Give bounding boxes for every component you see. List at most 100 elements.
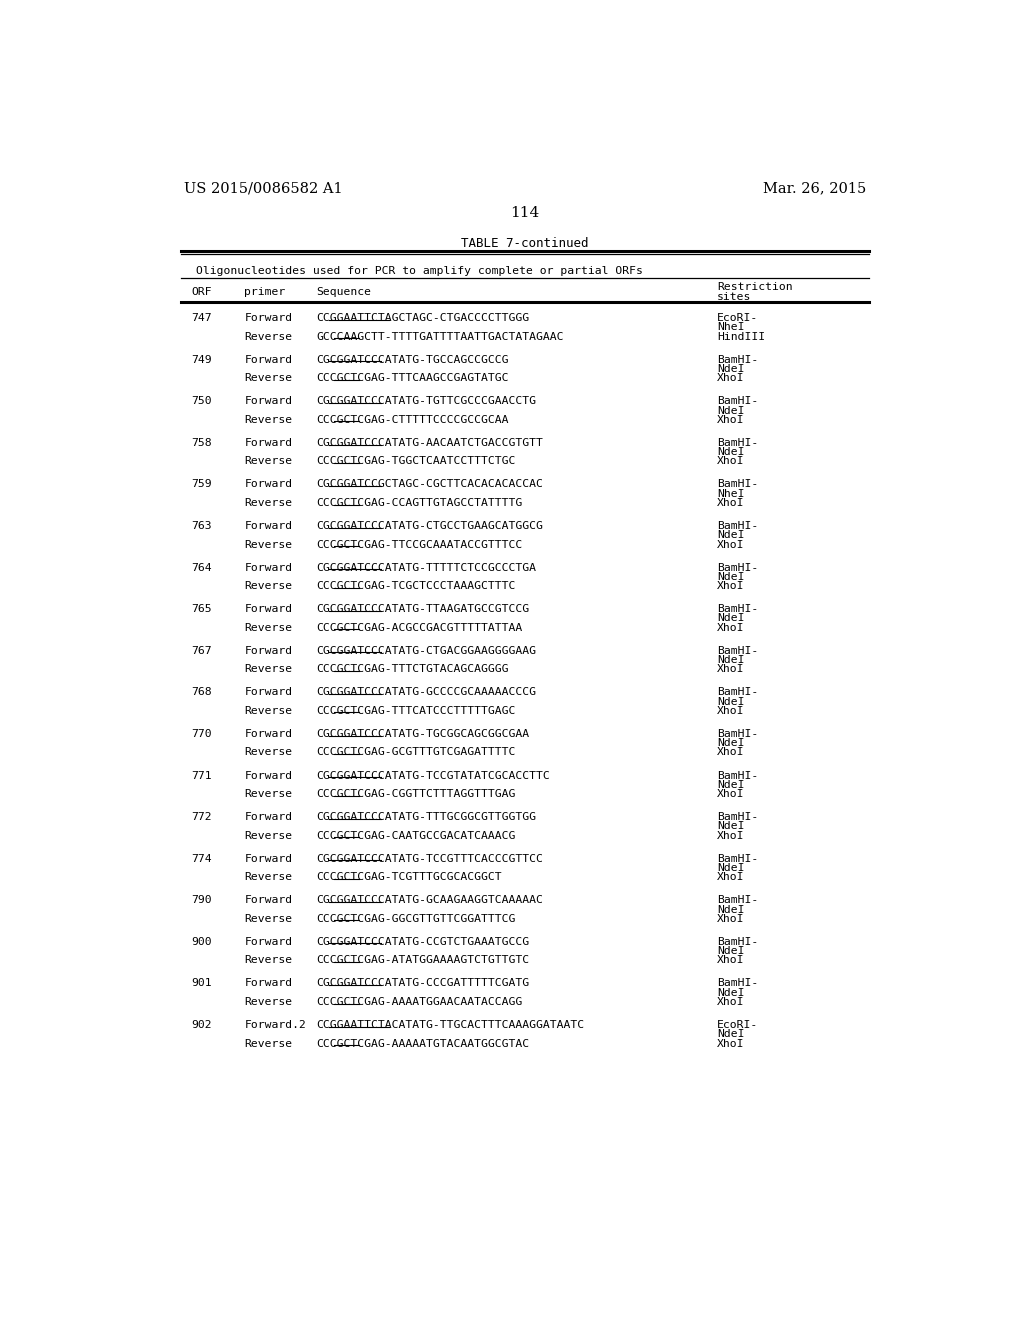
Text: 900: 900 bbox=[191, 937, 212, 946]
Text: CCCGCTCGAG-CGGTTCTTTAGGTTTGAG: CCCGCTCGAG-CGGTTCTTTAGGTTTGAG bbox=[316, 789, 516, 799]
Text: Reverse: Reverse bbox=[245, 956, 293, 965]
Text: 759: 759 bbox=[191, 479, 212, 490]
Text: XhoI: XhoI bbox=[717, 498, 744, 508]
Text: NdeI: NdeI bbox=[717, 614, 744, 623]
Text: NdeI: NdeI bbox=[717, 863, 744, 873]
Text: Reverse: Reverse bbox=[245, 664, 293, 675]
Text: NdeI: NdeI bbox=[717, 904, 744, 915]
Text: CGCGGATCCCATATG-TGTTCGCCCGAACCTG: CGCGGATCCCATATG-TGTTCGCCCGAACCTG bbox=[316, 396, 537, 407]
Text: CCCGCTCGAG-TCGCTCCCTAAAGCTTTC: CCCGCTCGAG-TCGCTCCCTAAAGCTTTC bbox=[316, 581, 516, 591]
Text: 901: 901 bbox=[191, 978, 212, 989]
Text: CCCGCTCGAG-ATATGGAAAAGTCTGTTGTC: CCCGCTCGAG-ATATGGAAAAGTCTGTTGTC bbox=[316, 956, 529, 965]
Text: CCCGCTCGAG-CTTTTTCCCCGCCGCAA: CCCGCTCGAG-CTTTTTCCCCGCCGCAA bbox=[316, 414, 509, 425]
Text: 763: 763 bbox=[191, 521, 212, 531]
Text: CGCGGATCCCATATG-GCAAGAAGGTCAAAAAC: CGCGGATCCCATATG-GCAAGAAGGTCAAAAAC bbox=[316, 895, 543, 906]
Text: 764: 764 bbox=[191, 562, 212, 573]
Text: XhoI: XhoI bbox=[717, 706, 744, 715]
Text: CCCGCTCGAG-TTCCGCAAATACCGTTTCC: CCCGCTCGAG-TTCCGCAAATACCGTTTCC bbox=[316, 540, 522, 549]
Text: BamHI-: BamHI- bbox=[717, 355, 758, 364]
Text: NdeI: NdeI bbox=[717, 738, 744, 748]
Text: XhoI: XhoI bbox=[717, 789, 744, 799]
Text: Reverse: Reverse bbox=[245, 789, 293, 799]
Text: BamHI-: BamHI- bbox=[717, 396, 758, 407]
Text: sites: sites bbox=[717, 292, 752, 301]
Text: Reverse: Reverse bbox=[245, 498, 293, 508]
Text: 768: 768 bbox=[191, 688, 212, 697]
Text: Reverse: Reverse bbox=[245, 374, 293, 383]
Text: Forward: Forward bbox=[245, 605, 293, 614]
Text: primer: primer bbox=[245, 286, 286, 297]
Text: 790: 790 bbox=[191, 895, 212, 906]
Text: Forward: Forward bbox=[245, 978, 293, 989]
Text: Reverse: Reverse bbox=[245, 747, 293, 758]
Text: CCCGCTCGAG-TTTCATCCCTTTTTGAGC: CCCGCTCGAG-TTTCATCCCTTTTTGAGC bbox=[316, 706, 516, 715]
Text: CCGGAATTCTAGCTAGC-CTGACCCCTTGGG: CCGGAATTCTAGCTAGC-CTGACCCCTTGGG bbox=[316, 313, 529, 323]
Text: XhoI: XhoI bbox=[717, 623, 744, 632]
Text: HindIII: HindIII bbox=[717, 331, 765, 342]
Text: CGCGGATCCCATATG-TTAAGATGCCGTCCG: CGCGGATCCCATATG-TTAAGATGCCGTCCG bbox=[316, 605, 529, 614]
Text: EcoRI-: EcoRI- bbox=[717, 313, 758, 323]
Text: CGCGGATCCCATATG-TGCGGCAGCGGCGAA: CGCGGATCCCATATG-TGCGGCAGCGGCGAA bbox=[316, 729, 529, 739]
Text: XhoI: XhoI bbox=[717, 374, 744, 383]
Text: NdeI: NdeI bbox=[717, 447, 744, 457]
Text: Forward: Forward bbox=[245, 895, 293, 906]
Text: BamHI-: BamHI- bbox=[717, 771, 758, 780]
Text: Forward: Forward bbox=[245, 854, 293, 863]
Text: BamHI-: BamHI- bbox=[717, 688, 758, 697]
Text: CGCGGATCCCATATG-CCCGATTTTTCGATG: CGCGGATCCCATATG-CCCGATTTTTCGATG bbox=[316, 978, 529, 989]
Text: Forward: Forward bbox=[245, 812, 293, 822]
Text: Reverse: Reverse bbox=[245, 623, 293, 632]
Text: BamHI-: BamHI- bbox=[717, 645, 758, 656]
Text: CGCGGATCCCATATG-TTTTTCTCCGCCCTGA: CGCGGATCCCATATG-TTTTTCTCCGCCCTGA bbox=[316, 562, 537, 573]
Text: BamHI-: BamHI- bbox=[717, 895, 758, 906]
Text: CCCGCTCGAG-GCGTTTGTCGAGATTTTC: CCCGCTCGAG-GCGTTTGTCGAGATTTTC bbox=[316, 747, 516, 758]
Text: NdeI: NdeI bbox=[717, 364, 744, 374]
Text: BamHI-: BamHI- bbox=[717, 479, 758, 490]
Text: BamHI-: BamHI- bbox=[717, 521, 758, 531]
Text: XhoI: XhoI bbox=[717, 873, 744, 882]
Text: 770: 770 bbox=[191, 729, 212, 739]
Text: BamHI-: BamHI- bbox=[717, 562, 758, 573]
Text: 772: 772 bbox=[191, 812, 212, 822]
Text: XhoI: XhoI bbox=[717, 581, 744, 591]
Text: Forward.2: Forward.2 bbox=[245, 1020, 306, 1030]
Text: Forward: Forward bbox=[245, 645, 293, 656]
Text: XhoI: XhoI bbox=[717, 457, 744, 466]
Text: XhoI: XhoI bbox=[717, 956, 744, 965]
Text: NdeI: NdeI bbox=[717, 697, 744, 706]
Text: CGCGGATCCCATATG-CCGTCTGAAATGCCG: CGCGGATCCCATATG-CCGTCTGAAATGCCG bbox=[316, 937, 529, 946]
Text: CGCGGATCCCATATG-TCCGTATATCGCACCTTC: CGCGGATCCCATATG-TCCGTATATCGCACCTTC bbox=[316, 771, 550, 780]
Text: Forward: Forward bbox=[245, 521, 293, 531]
Text: Reverse: Reverse bbox=[245, 830, 293, 841]
Text: NheI: NheI bbox=[717, 322, 744, 333]
Text: BamHI-: BamHI- bbox=[717, 937, 758, 946]
Text: Forward: Forward bbox=[245, 355, 293, 364]
Text: ORF: ORF bbox=[191, 286, 212, 297]
Text: TABLE 7-continued: TABLE 7-continued bbox=[461, 238, 589, 249]
Text: Mar. 26, 2015: Mar. 26, 2015 bbox=[763, 182, 866, 195]
Text: XhoI: XhoI bbox=[717, 414, 744, 425]
Text: BamHI-: BamHI- bbox=[717, 605, 758, 614]
Text: Reverse: Reverse bbox=[245, 1039, 293, 1048]
Text: Forward: Forward bbox=[245, 479, 293, 490]
Text: NdeI: NdeI bbox=[717, 405, 744, 416]
Text: BamHI-: BamHI- bbox=[717, 729, 758, 739]
Text: NdeI: NdeI bbox=[717, 1030, 744, 1039]
Text: CCCGCTCGAG-GGCGTTGTTCGGATTTCG: CCCGCTCGAG-GGCGTTGTTCGGATTTCG bbox=[316, 913, 516, 924]
Text: XhoI: XhoI bbox=[717, 1039, 744, 1048]
Text: CCCGCTCGAG-TTTCAAGCCGAGTATGC: CCCGCTCGAG-TTTCAAGCCGAGTATGC bbox=[316, 374, 509, 383]
Text: 749: 749 bbox=[191, 355, 212, 364]
Text: 902: 902 bbox=[191, 1020, 212, 1030]
Text: CCCGCTCGAG-TCGTTTGCGCACGGCT: CCCGCTCGAG-TCGTTTGCGCACGGCT bbox=[316, 873, 502, 882]
Text: Forward: Forward bbox=[245, 729, 293, 739]
Text: Forward: Forward bbox=[245, 313, 293, 323]
Text: 774: 774 bbox=[191, 854, 212, 863]
Text: Reverse: Reverse bbox=[245, 457, 293, 466]
Text: Reverse: Reverse bbox=[245, 706, 293, 715]
Text: Reverse: Reverse bbox=[245, 581, 293, 591]
Text: NdeI: NdeI bbox=[717, 655, 744, 665]
Text: Reverse: Reverse bbox=[245, 331, 293, 342]
Text: EcoRI-: EcoRI- bbox=[717, 1020, 758, 1030]
Text: XhoI: XhoI bbox=[717, 913, 744, 924]
Text: XhoI: XhoI bbox=[717, 664, 744, 675]
